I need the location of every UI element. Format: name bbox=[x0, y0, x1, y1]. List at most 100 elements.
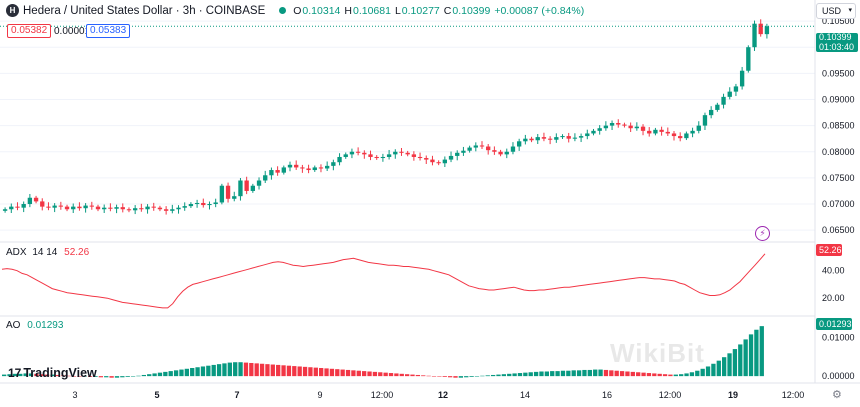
candle-body bbox=[52, 205, 57, 208]
adx-line[interactable] bbox=[1, 253, 766, 309]
candle-body bbox=[516, 141, 522, 147]
candle-body bbox=[442, 159, 448, 164]
lightning-icon[interactable]: ⚡ bbox=[755, 226, 770, 241]
ao-bar bbox=[512, 373, 517, 377]
candle-body bbox=[486, 146, 491, 151]
ao-bar bbox=[544, 371, 549, 377]
ao-bar bbox=[464, 376, 469, 378]
candle-body bbox=[541, 137, 547, 139]
ao-bar bbox=[480, 375, 485, 377]
gear-icon[interactable]: ⚙ bbox=[832, 389, 842, 401]
ao-bar bbox=[98, 376, 104, 378]
market-status-icon[interactable] bbox=[279, 7, 287, 14]
candle-body bbox=[324, 165, 330, 169]
symbol-title[interactable]: Hedera / United States Dollar · 3h · COI… bbox=[23, 4, 266, 17]
ao-bar bbox=[157, 372, 163, 377]
ao-bar bbox=[216, 364, 222, 377]
time-tick-label: 12 bbox=[438, 390, 448, 400]
candle-body bbox=[399, 151, 404, 153]
price-tick-label: 0.08500 bbox=[822, 121, 855, 131]
ao-bar bbox=[302, 366, 308, 377]
candle-body bbox=[566, 136, 571, 139]
adx-label: ADX bbox=[6, 247, 27, 258]
buy-price-button[interactable]: 0.05383 bbox=[86, 24, 131, 38]
candle-body bbox=[312, 167, 317, 171]
candle-body bbox=[393, 151, 398, 155]
ao-bar bbox=[684, 373, 689, 377]
ao-histogram[interactable] bbox=[2, 326, 764, 378]
ao-bar bbox=[286, 365, 292, 377]
candle-body bbox=[120, 207, 125, 210]
candle-body bbox=[411, 154, 417, 157]
ao-bar bbox=[23, 373, 28, 377]
ao-bar bbox=[28, 373, 34, 377]
ao-bar bbox=[152, 373, 157, 377]
time-tick-label: 12:00 bbox=[659, 390, 682, 400]
candle-body bbox=[430, 159, 435, 163]
ao-bar bbox=[66, 375, 71, 377]
ao-bar bbox=[233, 362, 238, 377]
price-candles[interactable] bbox=[2, 19, 770, 215]
candle-body bbox=[436, 162, 441, 164]
adx-value: 52.26 bbox=[64, 247, 90, 258]
adx-legend[interactable]: ADX 14 14 52.26 bbox=[6, 247, 89, 258]
last-price-tag: 0.10399 01:03:40 bbox=[816, 32, 858, 52]
symbol-legend: H Hedera / United States Dollar · 3h · C… bbox=[6, 4, 584, 17]
candle-body bbox=[368, 154, 373, 157]
ao-bar bbox=[383, 372, 388, 377]
candle-body bbox=[9, 206, 14, 210]
tradingview-logo[interactable]: 17 TradingView bbox=[8, 366, 97, 380]
ao-bar bbox=[555, 371, 560, 377]
candle-body bbox=[696, 125, 701, 131]
ao-bar bbox=[571, 370, 576, 377]
candle-body bbox=[461, 150, 466, 153]
candle-body bbox=[194, 202, 200, 205]
ao-bar bbox=[598, 369, 603, 377]
ao-bar bbox=[243, 362, 249, 377]
ao-bar bbox=[652, 373, 657, 377]
price-tick-label: 0.08000 bbox=[822, 147, 855, 157]
ao-bar bbox=[55, 374, 61, 377]
candle-body bbox=[318, 167, 324, 169]
ao-bar bbox=[550, 371, 555, 377]
ao-bar bbox=[641, 372, 646, 377]
ao-legend[interactable]: AO 0.01293 bbox=[6, 320, 63, 331]
candle-body bbox=[263, 175, 268, 181]
candle-body bbox=[634, 126, 640, 129]
currency-select[interactable]: USD ▾ bbox=[816, 3, 856, 19]
candle-body bbox=[585, 133, 590, 137]
ao-bar bbox=[222, 363, 227, 377]
ao-bar bbox=[437, 376, 442, 377]
ao-bar bbox=[614, 370, 619, 377]
candle-body bbox=[609, 123, 615, 126]
candle-body bbox=[659, 129, 664, 132]
candle-body bbox=[671, 133, 677, 137]
ao-bar bbox=[426, 375, 431, 377]
time-tick-label: 5 bbox=[154, 390, 159, 400]
candle-body bbox=[510, 146, 516, 152]
candle-body bbox=[684, 133, 689, 139]
ao-bar bbox=[496, 374, 501, 377]
ao-bar bbox=[2, 374, 7, 377]
candle-body bbox=[647, 130, 652, 134]
candle-body bbox=[653, 129, 658, 134]
time-tick-label: 14 bbox=[520, 390, 530, 400]
candle-body bbox=[256, 180, 262, 186]
candle-body bbox=[746, 47, 751, 71]
candle-body bbox=[721, 96, 726, 105]
ao-bar bbox=[517, 373, 523, 377]
ao-bar bbox=[335, 369, 340, 377]
ao-bar bbox=[259, 363, 265, 377]
ohlc-close: C0.10399 bbox=[443, 4, 491, 17]
ao-bar bbox=[50, 374, 55, 377]
ao-bar bbox=[141, 374, 147, 377]
ao-bar bbox=[625, 371, 630, 377]
candle-body bbox=[139, 208, 144, 210]
price-tick-label: 0.09000 bbox=[822, 94, 855, 104]
ao-bar bbox=[388, 373, 394, 377]
last-price-value: 0.10399 bbox=[819, 32, 852, 42]
candle-body bbox=[163, 209, 169, 211]
candle-body bbox=[597, 128, 602, 131]
sell-price-button[interactable]: 0.05382 bbox=[7, 24, 52, 38]
